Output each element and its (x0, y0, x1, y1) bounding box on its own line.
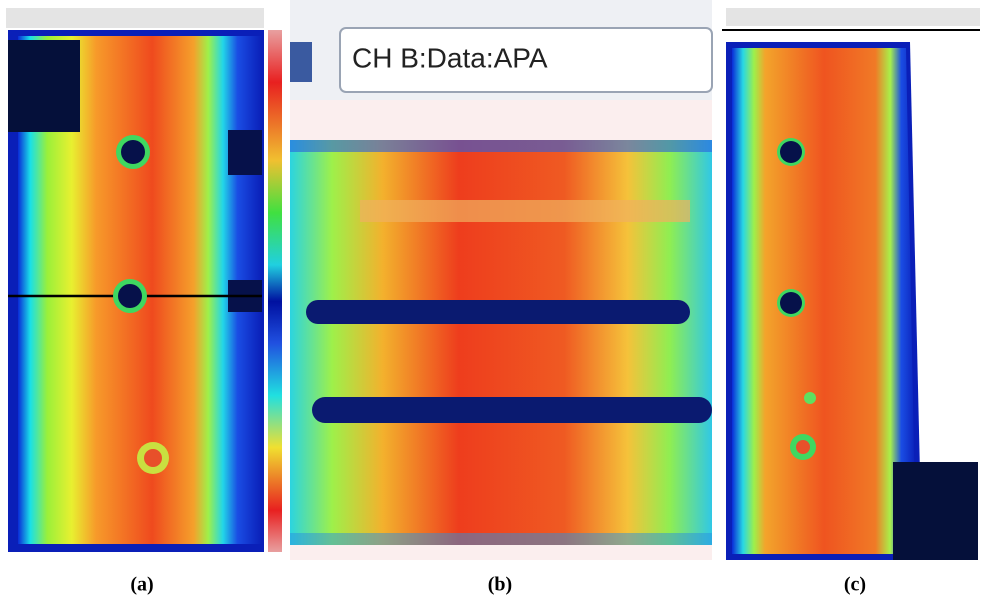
hole (118, 284, 142, 308)
panel-label: (b) (488, 574, 512, 596)
panel-c: (c) (722, 8, 980, 596)
panel-b: CH B:Data:APA (b) (290, 0, 713, 596)
dark-stripe (312, 397, 712, 423)
panel-label: (a) (130, 574, 153, 596)
hole (804, 392, 816, 404)
dark-block (228, 130, 262, 175)
toolbar-text: CH B:Data:APA (352, 42, 548, 73)
text-box (339, 27, 713, 93)
hole (796, 440, 810, 454)
toolbar (6, 8, 264, 28)
edge-band (290, 533, 712, 545)
scan-image (732, 48, 916, 554)
probe-shadow (893, 462, 978, 560)
dark-stripe (306, 300, 690, 324)
edge-band (290, 140, 712, 152)
panel-label: (c) (844, 574, 866, 596)
delamination (360, 200, 690, 222)
panel-a: (a) (6, 8, 282, 596)
hole (780, 141, 802, 163)
color-bar (268, 30, 282, 552)
hole (144, 449, 162, 467)
hole (121, 140, 145, 164)
probe-shadow (8, 40, 80, 132)
hole (780, 292, 802, 314)
toolbar (726, 8, 980, 26)
save-icon (290, 42, 312, 82)
